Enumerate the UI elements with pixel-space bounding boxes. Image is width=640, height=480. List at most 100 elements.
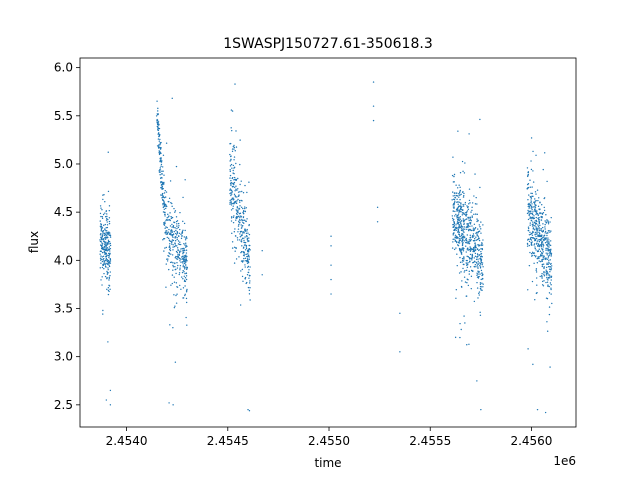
data-point	[548, 241, 550, 243]
data-point	[462, 209, 464, 211]
data-point	[542, 285, 545, 287]
data-point	[535, 249, 537, 251]
data-point	[543, 235, 545, 237]
data-point	[465, 259, 468, 262]
data-point	[460, 224, 462, 226]
data-point	[246, 237, 249, 240]
data-point	[237, 191, 240, 193]
data-point	[454, 196, 456, 198]
data-point	[169, 261, 172, 264]
data-point	[171, 254, 174, 256]
data-point	[468, 216, 470, 219]
data-point	[527, 289, 529, 291]
data-point	[465, 269, 468, 272]
data-point	[537, 243, 540, 245]
data-point	[452, 181, 455, 183]
data-point	[233, 262, 236, 264]
data-point	[542, 211, 545, 214]
data-point	[104, 252, 106, 255]
data-point	[229, 199, 231, 202]
data-point	[102, 264, 105, 267]
data-point	[529, 186, 531, 188]
data-point	[544, 242, 547, 244]
data-point	[468, 249, 470, 251]
data-point	[548, 285, 550, 288]
data-point	[186, 237, 188, 239]
data-point	[244, 249, 247, 251]
data-point	[473, 235, 475, 237]
data-point	[451, 174, 454, 177]
data-point	[545, 214, 547, 216]
data-point	[182, 229, 184, 232]
y-tick-label: 4.5	[54, 205, 73, 219]
data-point	[529, 224, 531, 226]
data-point	[182, 196, 184, 199]
data-point	[464, 236, 466, 238]
data-point	[461, 259, 464, 262]
data-point	[535, 292, 538, 295]
data-point	[163, 250, 165, 252]
data-point	[467, 262, 469, 264]
data-point	[231, 198, 233, 200]
data-point	[469, 250, 472, 253]
data-point	[238, 239, 241, 241]
data-point	[528, 214, 530, 217]
data-point	[527, 209, 529, 212]
data-point	[542, 236, 544, 238]
data-point	[183, 266, 186, 268]
data-point	[231, 232, 233, 235]
data-point	[549, 221, 551, 223]
data-point	[453, 207, 455, 209]
data-point	[546, 262, 548, 264]
data-point	[478, 294, 480, 296]
data-point	[171, 274, 174, 276]
data-point	[541, 253, 544, 255]
data-point	[479, 263, 482, 265]
data-point	[165, 205, 167, 207]
data-point	[104, 234, 107, 236]
data-point	[543, 239, 546, 241]
data-point	[156, 118, 158, 121]
data-point	[108, 260, 110, 262]
data-point	[107, 287, 110, 289]
data-point	[186, 266, 189, 269]
data-point	[248, 277, 250, 279]
data-point	[464, 162, 466, 164]
data-point	[159, 159, 162, 161]
data-point	[467, 229, 470, 232]
x-tick-label: 2.4555	[409, 434, 451, 448]
data-point	[460, 328, 462, 331]
data-point	[107, 218, 109, 221]
data-point	[464, 322, 466, 324]
data-point	[249, 287, 251, 289]
data-point	[461, 249, 463, 251]
data-point	[232, 207, 234, 210]
data-point	[179, 243, 182, 246]
data-point	[234, 200, 236, 203]
data-point	[234, 250, 236, 252]
data-point	[542, 258, 544, 261]
data-point	[531, 225, 534, 227]
data-point	[538, 216, 540, 219]
data-point	[479, 282, 482, 284]
data-point	[109, 404, 112, 406]
data-point	[162, 198, 164, 201]
data-point	[534, 204, 536, 206]
data-point	[536, 284, 538, 286]
data-point	[537, 214, 539, 217]
data-point	[248, 293, 251, 295]
data-point	[248, 181, 250, 183]
data-point	[161, 197, 163, 199]
data-point	[541, 237, 544, 239]
data-point	[106, 217, 108, 220]
data-point	[108, 231, 110, 233]
data-point	[175, 165, 178, 168]
data-point	[531, 254, 533, 257]
data-point	[466, 278, 468, 280]
data-point	[538, 240, 541, 243]
data-point	[477, 258, 479, 260]
data-point	[459, 198, 461, 201]
data-point	[549, 240, 552, 242]
data-point	[548, 274, 551, 276]
data-point	[475, 239, 478, 241]
